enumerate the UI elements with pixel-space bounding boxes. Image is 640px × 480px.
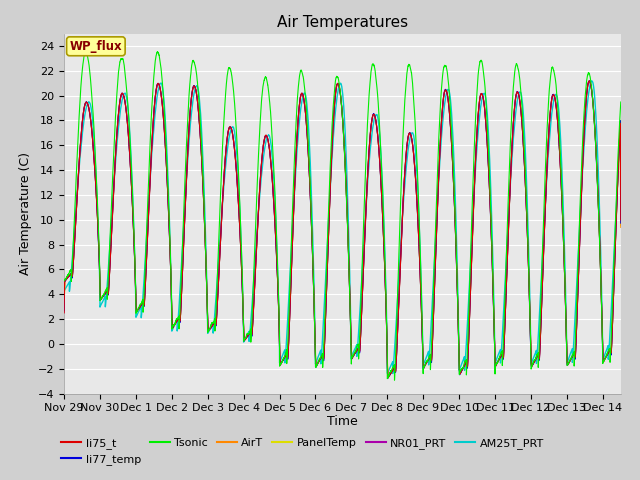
- Y-axis label: Air Temperature (C): Air Temperature (C): [19, 152, 32, 275]
- X-axis label: Time: Time: [327, 415, 358, 428]
- Title: Air Temperatures: Air Temperatures: [277, 15, 408, 30]
- Text: WP_flux: WP_flux: [70, 40, 122, 53]
- Legend: li75_t, li77_temp, Tsonic, AirT, PanelTemp, NR01_PRT, AM25T_PRT: li75_t, li77_temp, Tsonic, AirT, PanelTe…: [57, 433, 548, 469]
